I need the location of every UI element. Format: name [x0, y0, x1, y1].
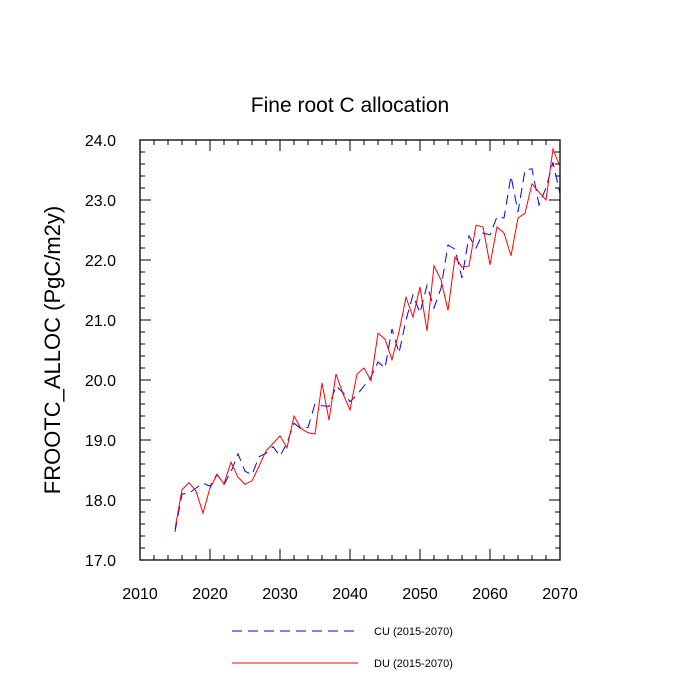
axes: 2010 2020 2030 2040 2050 2060 2070 17.0 18.0 19.0…	[85, 133, 578, 603]
series-line-cu	[174, 162, 561, 532]
x-tick-label: 2050	[402, 586, 438, 603]
x-tick-label: 2070	[542, 586, 578, 603]
plot-frame	[139, 139, 561, 561]
chart-title: Fine root C allocation	[251, 94, 449, 117]
y-tick-label: 19.0	[85, 433, 116, 450]
x-tick-label: 2060	[472, 586, 508, 603]
y-tick-label: 20.0	[85, 373, 116, 390]
legend: CU (2015-2070) DU (2015-2070)	[232, 626, 453, 670]
x-tick-label: 2010	[122, 586, 158, 603]
y-axis-label: FROOTC_ALLOC (PgC/m2y)	[40, 206, 65, 495]
x-tick-label: 2030	[262, 586, 298, 603]
legend-label-du: DU (2015-2070)	[374, 658, 453, 670]
series-lines	[174, 147, 561, 532]
legend-label-cu: CU (2015-2070)	[374, 626, 453, 638]
x-tick-label: 2040	[332, 586, 368, 603]
x-tick-label: 2020	[192, 586, 228, 603]
y-tick-label: 24.0	[85, 133, 116, 150]
y-tick-label: 23.0	[85, 193, 116, 210]
series-line-du	[174, 147, 561, 529]
y-tick-label: 22.0	[85, 253, 116, 270]
y-tick-label: 21.0	[85, 313, 116, 330]
y-tick-label: 17.0	[85, 553, 116, 570]
y-tick-label: 18.0	[85, 493, 116, 510]
